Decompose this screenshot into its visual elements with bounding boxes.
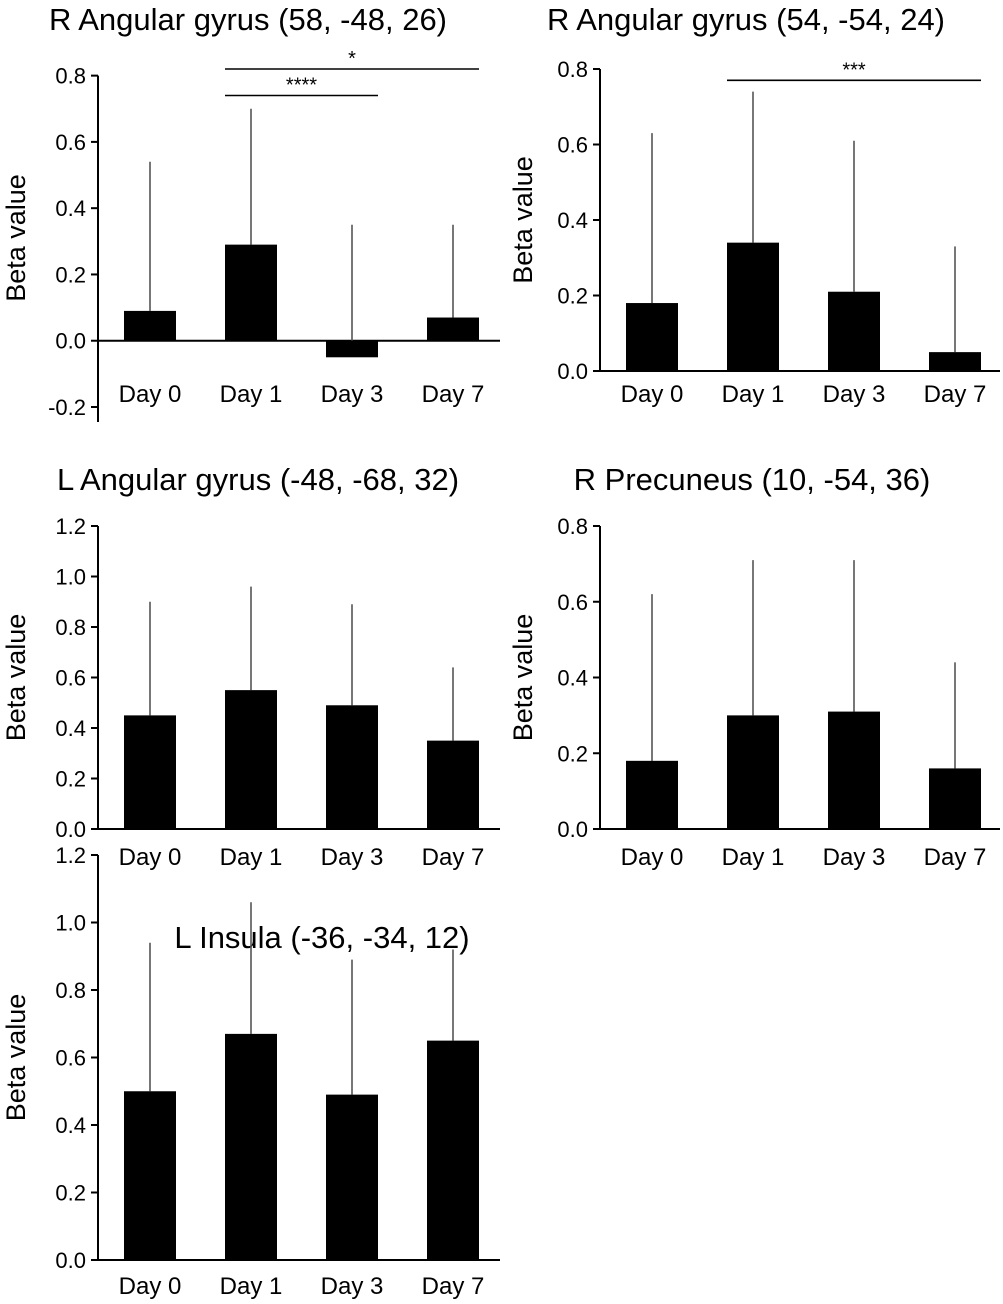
chart-panel-2: R Angular gyrus (54, -54, 24) Beta value 0… — [508, 2, 1000, 408]
chart-panel-3: L Angular gyrus (-48, -68, 32) Beta value… — [1, 462, 500, 871]
y-axis-label: Beta value — [1, 614, 31, 742]
y-tick-label: 1.2 — [55, 514, 86, 539]
y-axis-label: Beta value — [1, 174, 31, 302]
bar-day-3 — [828, 291, 880, 371]
chart-title: L Insula (-36, -34, 12) — [174, 920, 469, 955]
y-axis-label: Beta value — [1, 994, 31, 1122]
x-category-label: Day 3 — [823, 381, 886, 408]
x-category-label: Day 0 — [119, 1273, 182, 1300]
y-tick-label: 1.0 — [55, 565, 86, 590]
x-category-label: Day 3 — [321, 1273, 384, 1300]
x-category-label: Day 7 — [924, 381, 987, 408]
bar-day-0 — [124, 1091, 176, 1260]
x-category-label: Day 7 — [422, 381, 485, 408]
chart-panel-4: R Precuneus (10, -54, 36) Beta value 0.0 0.… — [508, 462, 1000, 871]
y-axis-label: Beta value — [508, 614, 538, 742]
y-tick-label: 0.6 — [557, 133, 588, 158]
x-category-label: Day 3 — [823, 844, 886, 871]
y-tick-label: 0.8 — [557, 514, 588, 539]
y-tick-label: 0.4 — [55, 196, 86, 221]
y-tick-label: 0.0 — [55, 817, 86, 842]
chart-panel-5: L Insula (-36, -34, 12) Beta value 0.0 0.2 0… — [1, 843, 500, 1300]
bar-day-7 — [427, 740, 479, 829]
bar-day-7 — [929, 768, 981, 829]
significance-label: **** — [286, 75, 317, 97]
bar-day-7 — [929, 352, 981, 371]
bar-day-0 — [124, 715, 176, 829]
x-category-label: Day 1 — [722, 844, 785, 871]
bar-day-1 — [225, 1033, 277, 1260]
x-category-label: Day 1 — [220, 1273, 283, 1300]
y-tick-label: 0.4 — [557, 208, 588, 233]
x-category-label: Day 0 — [119, 844, 182, 871]
bar-day-7 — [427, 317, 479, 341]
y-tick-label: 0.2 — [55, 767, 86, 792]
bar-day-7 — [427, 1040, 479, 1260]
y-tick-label: 0.2 — [557, 741, 588, 766]
y-tick-label: 0.0 — [557, 817, 588, 842]
y-tick-label: 0.6 — [55, 1046, 86, 1071]
y-tick-label: 0.4 — [55, 1113, 86, 1138]
x-category-label: Day 1 — [220, 381, 283, 408]
x-category-label: Day 7 — [924, 844, 987, 871]
y-tick-label: 0.4 — [55, 716, 86, 741]
y-tick-label: 0.2 — [55, 262, 86, 287]
y-tick-label: 0.6 — [557, 590, 588, 615]
bar-day-3 — [828, 711, 880, 829]
y-axis-label: Beta value — [508, 156, 538, 284]
chart-title: R Angular gyrus (58, -48, 26) — [49, 2, 447, 37]
bar-day-0 — [626, 303, 678, 371]
bar-day-1 — [225, 244, 277, 341]
y-tick-label: 0.6 — [55, 666, 86, 691]
x-category-label: Day 1 — [722, 381, 785, 408]
chart-panel-1: R Angular gyrus (58, -48, 26) Beta value -… — [1, 2, 500, 422]
bar-day-1 — [727, 715, 779, 829]
y-tick-label: 1.0 — [55, 911, 86, 936]
x-category-label: Day 0 — [621, 381, 684, 408]
bar-day-1 — [727, 242, 779, 371]
y-tick-label: 0.2 — [557, 284, 588, 309]
chart-title: L Angular gyrus (-48, -68, 32) — [57, 462, 459, 497]
y-tick-label: 0.4 — [557, 666, 588, 691]
significance-label: * — [348, 48, 356, 70]
significance-label: *** — [842, 59, 866, 81]
y-tick-label: 0.0 — [55, 1248, 86, 1273]
x-category-label: Day 0 — [621, 844, 684, 871]
chart-title: R Precuneus (10, -54, 36) — [574, 462, 931, 497]
y-tick-label: 0.6 — [55, 130, 86, 155]
y-tick-label: -0.2 — [48, 395, 86, 420]
x-category-label: Day 7 — [422, 1273, 485, 1300]
x-category-label: Day 0 — [119, 381, 182, 408]
y-tick-label: 0.8 — [55, 615, 86, 640]
y-tick-label: 0.2 — [55, 1181, 86, 1206]
x-category-label: Day 3 — [321, 381, 384, 408]
x-category-label: Day 7 — [422, 844, 485, 871]
bar-day-0 — [626, 760, 678, 829]
y-tick-label: 0.0 — [557, 359, 588, 384]
bar-day-3 — [326, 705, 378, 829]
y-tick-label: 0.0 — [55, 329, 86, 354]
y-tick-label: 0.8 — [55, 978, 86, 1003]
x-category-label: Day 1 — [220, 844, 283, 871]
x-category-label: Day 3 — [321, 844, 384, 871]
bar-day-1 — [225, 690, 277, 829]
bar-day-3 — [326, 1094, 378, 1260]
y-tick-label: 0.8 — [557, 57, 588, 82]
bar-day-0 — [124, 310, 176, 341]
bar-day-3 — [326, 340, 378, 358]
chart-title: R Angular gyrus (54, -54, 24) — [547, 2, 945, 37]
y-tick-label: 0.8 — [55, 64, 86, 89]
y-tick-label: 1.2 — [55, 843, 86, 868]
